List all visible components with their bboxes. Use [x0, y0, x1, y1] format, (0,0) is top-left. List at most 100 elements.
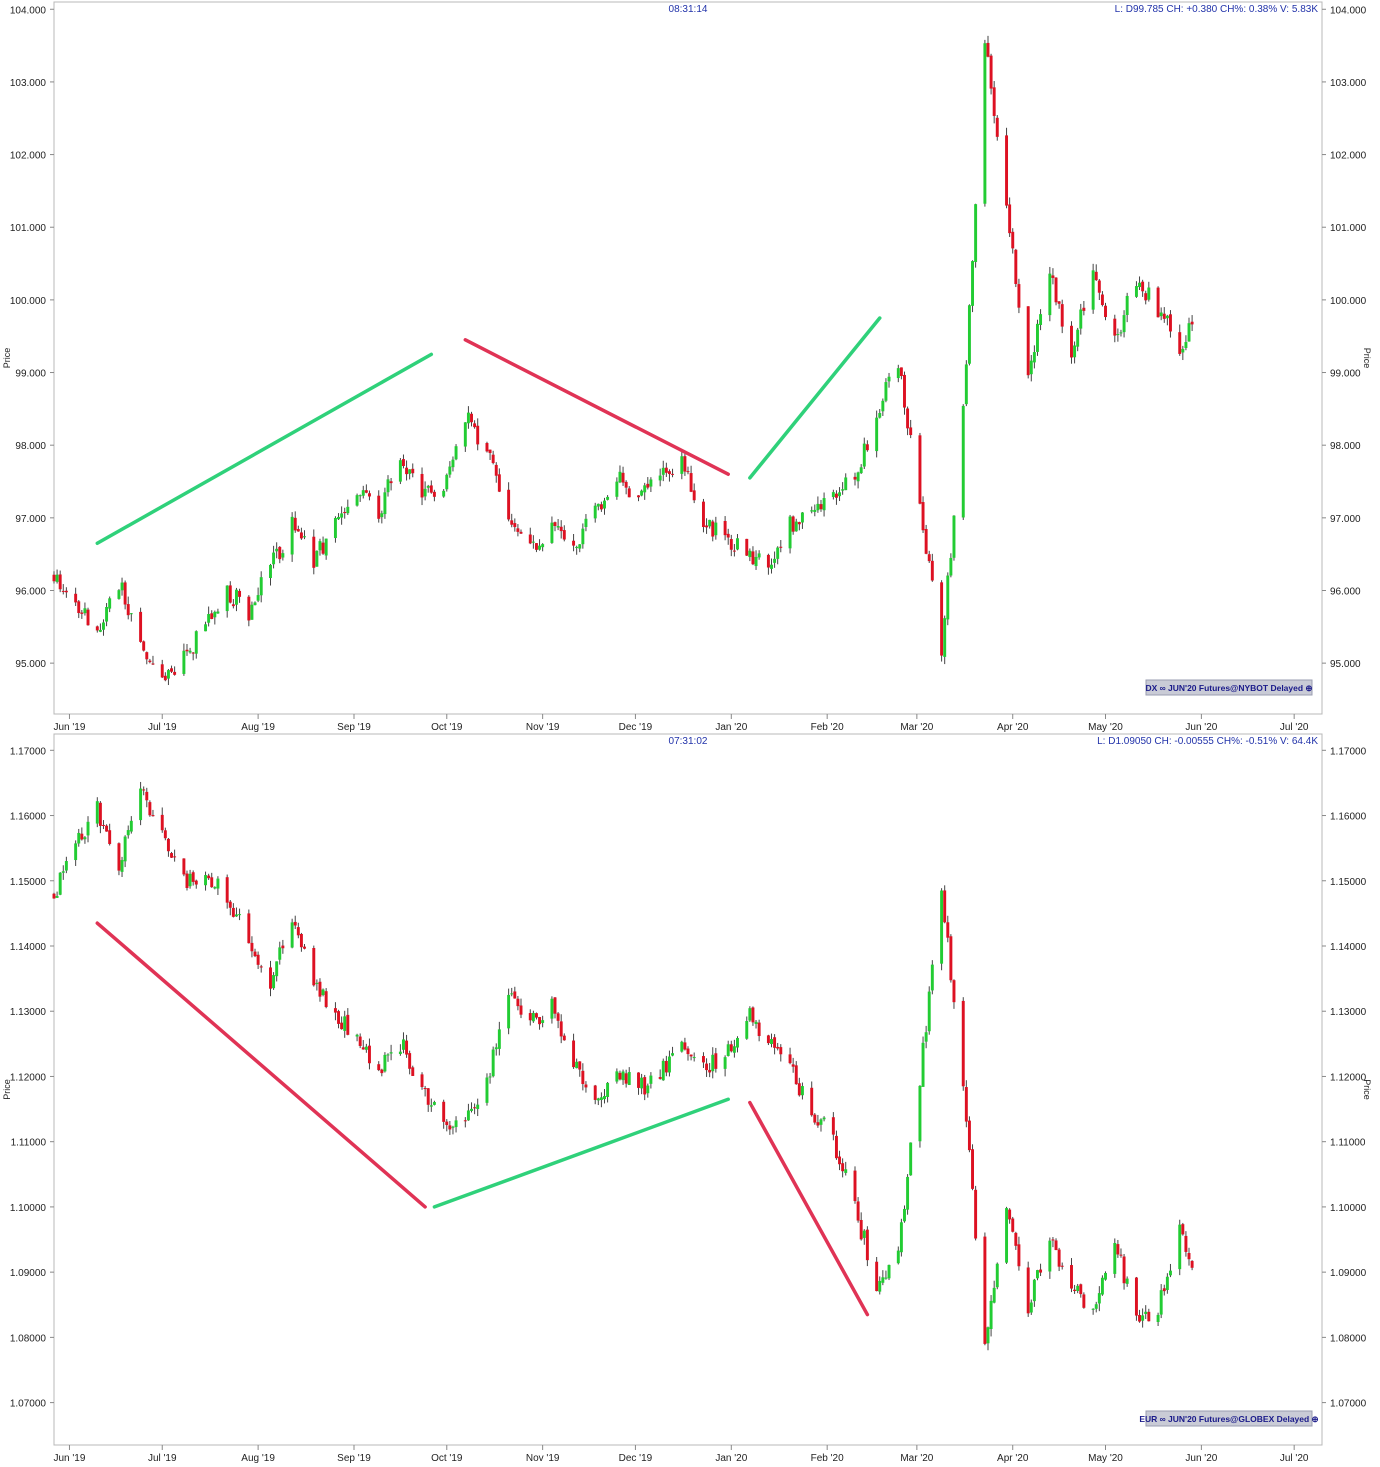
- candle-body: [234, 589, 238, 605]
- candle-body: [921, 502, 925, 531]
- candle-body: [148, 660, 152, 663]
- candle-body: [637, 495, 640, 498]
- candle-body: [1008, 1209, 1012, 1220]
- candle-body: [247, 596, 251, 621]
- trend-line: [748, 316, 882, 480]
- candle-body: [701, 501, 705, 528]
- candle-body: [1162, 1288, 1166, 1292]
- candle-body: [708, 519, 712, 527]
- candle-body: [516, 528, 520, 532]
- candle-body: [708, 1069, 712, 1073]
- candle-body: [423, 1088, 427, 1090]
- candle-body: [819, 504, 823, 510]
- candle-body: [275, 961, 279, 977]
- candle-body: [269, 564, 272, 579]
- candle-body: [664, 1060, 668, 1073]
- candle-body: [383, 492, 387, 515]
- candle-body: [163, 830, 167, 839]
- y-tick-label-right: 1.11000: [1330, 1138, 1366, 1149]
- candle-body: [256, 595, 260, 601]
- symbol-badge-label: EUR ∞ JUN'20 Futures@GLOBEX Delayed ⊕: [1139, 1414, 1318, 1424]
- candle-body: [572, 1040, 576, 1068]
- candle-body: [1005, 135, 1009, 206]
- candle-body: [606, 496, 610, 500]
- candle-body: [402, 1039, 405, 1050]
- candle-body: [272, 552, 276, 565]
- candle-body: [470, 413, 473, 423]
- candle-body: [927, 554, 931, 562]
- candle-body: [884, 382, 888, 401]
- candle-body: [1113, 1243, 1117, 1274]
- x-tick-label: Jul '20: [1280, 1453, 1309, 1464]
- candle-body: [1104, 305, 1107, 318]
- candle-body: [770, 564, 773, 569]
- candle-body: [578, 1061, 582, 1070]
- candle-body: [213, 887, 217, 889]
- candle-body: [173, 671, 177, 675]
- candle-body: [770, 1039, 773, 1045]
- candle-body: [1144, 1311, 1148, 1315]
- candle-body: [77, 832, 81, 844]
- y-tick-label-right: 97.000: [1330, 514, 1361, 525]
- candle-body: [1079, 1284, 1083, 1295]
- candle-body: [296, 529, 300, 532]
- candle-body: [247, 913, 251, 944]
- candle-body: [624, 1073, 628, 1084]
- candle-body: [95, 626, 99, 631]
- candle-body: [794, 1065, 798, 1085]
- candle-body: [185, 649, 189, 652]
- candle-body: [451, 1126, 455, 1128]
- chart-time: 07:31:02: [669, 736, 708, 747]
- candle-body: [646, 1085, 650, 1094]
- candle-body: [389, 481, 393, 484]
- candle-body: [844, 477, 848, 491]
- candle-body: [225, 877, 229, 903]
- candle-body: [337, 1011, 340, 1024]
- candle-body: [664, 467, 668, 473]
- candle-body: [355, 1034, 359, 1037]
- candle-body: [627, 488, 631, 498]
- candle-body: [1091, 270, 1095, 310]
- candle-body: [194, 880, 198, 885]
- candle-body: [643, 1077, 647, 1095]
- candle-body: [834, 493, 838, 498]
- candle-body: [210, 613, 214, 619]
- candle-body: [182, 650, 186, 674]
- candle-body: [1104, 1272, 1107, 1280]
- candle-body: [757, 553, 761, 558]
- candle-body: [519, 1005, 523, 1015]
- candle-body: [534, 543, 538, 550]
- candle-body: [1014, 249, 1018, 284]
- y-axis-label-right: Price: [1362, 348, 1372, 369]
- candle-body: [943, 618, 947, 657]
- y-tick-label-left: 1.09000: [10, 1268, 47, 1279]
- candle-body: [1138, 282, 1142, 288]
- candle-body: [445, 1121, 449, 1126]
- candle-body: [108, 830, 112, 844]
- candle-body: [946, 922, 950, 938]
- candle-body: [194, 631, 198, 654]
- x-tick-label: Dec '19: [619, 722, 653, 732]
- candle-body: [751, 551, 755, 565]
- candle-body: [1181, 1224, 1185, 1235]
- candle-body: [120, 860, 124, 872]
- candle-body: [819, 1119, 823, 1125]
- candle-body: [1144, 293, 1148, 301]
- candle-body: [643, 485, 647, 493]
- candle-body: [488, 1076, 492, 1078]
- candle-body: [1073, 345, 1077, 358]
- candle-body: [603, 1095, 606, 1100]
- candle-body: [853, 1170, 857, 1202]
- candle-body: [1125, 295, 1129, 316]
- candle-body: [1190, 1260, 1194, 1268]
- candle-body: [139, 611, 143, 642]
- candle-body: [658, 475, 662, 481]
- candle-body: [581, 528, 585, 545]
- candle-body: [726, 1044, 730, 1056]
- candle-body: [1048, 1240, 1052, 1272]
- candle-body: [986, 42, 990, 57]
- candle-body: [649, 479, 653, 487]
- candle-body: [312, 948, 316, 986]
- y-tick-label-right: 99.000: [1330, 369, 1361, 380]
- candle-body: [420, 1074, 424, 1088]
